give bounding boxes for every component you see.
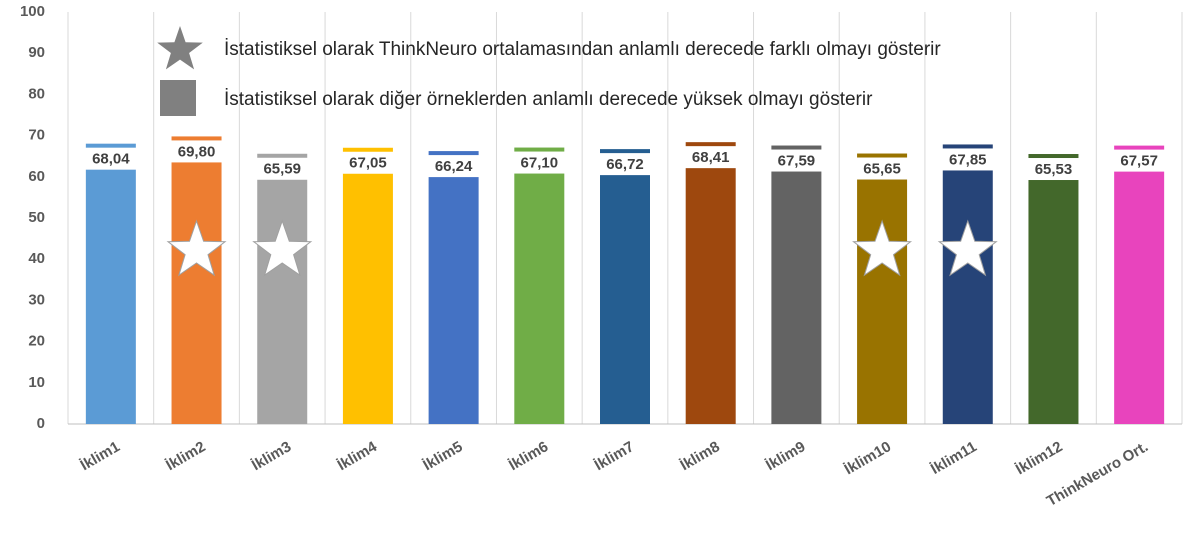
bar — [685, 142, 736, 424]
y-tick-label: 90 — [28, 44, 45, 61]
significance-star — [937, 219, 998, 277]
x-tick-label: İklim2 — [163, 438, 208, 474]
y-tick-label: 60 — [28, 168, 45, 185]
bar — [171, 136, 222, 424]
bar — [1028, 154, 1079, 424]
x-tick-label: İklim11 — [928, 438, 980, 478]
y-tick-label: 20 — [28, 333, 45, 350]
value-label: 67,57 — [1120, 153, 1158, 170]
value-label-box — [83, 147, 138, 170]
value-label-box — [940, 148, 995, 171]
significance-star — [852, 219, 913, 277]
value-label-box — [683, 146, 738, 169]
x-tick-label: İklim10 — [842, 438, 895, 478]
value-label: 67,05 — [349, 155, 387, 172]
value-label-box — [512, 151, 567, 174]
bar — [514, 147, 565, 424]
bar — [600, 149, 650, 425]
legend-label: İstatistiksel olarak ThinkNeuro ortalama… — [224, 39, 941, 60]
y-tick-label: 80 — [28, 85, 45, 102]
x-tick-label: İklim3 — [249, 438, 294, 474]
value-label: 67,85 — [949, 151, 987, 168]
x-tick-label: İklim7 — [592, 438, 637, 474]
value-label-box — [426, 155, 481, 178]
x-tick-label: İklim4 — [335, 438, 381, 474]
bar — [857, 153, 908, 424]
legend-square — [160, 80, 196, 116]
y-tick-label: 10 — [28, 374, 45, 391]
value-label: 67,10 — [521, 155, 559, 172]
value-label-box — [169, 140, 224, 163]
significance-star — [166, 219, 227, 277]
significance-star — [252, 219, 313, 277]
legend-label: İstatistiksel olarak diğer örneklerden a… — [224, 89, 873, 110]
bar — [1114, 145, 1165, 424]
value-label: 65,59 — [263, 161, 301, 178]
x-tick-label: İklim5 — [420, 438, 465, 474]
value-label-box — [598, 153, 652, 176]
bar — [942, 144, 993, 424]
x-tick-label: İklim8 — [677, 438, 722, 474]
legend-star — [157, 26, 203, 70]
y-tick-label: 70 — [28, 127, 45, 144]
value-label: 65,65 — [863, 160, 901, 177]
bar — [257, 153, 308, 424]
value-label-box — [1026, 158, 1081, 181]
x-tick-label: İklim6 — [506, 438, 551, 474]
value-label-box — [340, 151, 395, 174]
value-label: 66,72 — [606, 156, 644, 173]
x-tick-label: İklim12 — [1013, 438, 1066, 478]
x-tick-label: İklim9 — [763, 438, 808, 474]
value-label: 68,04 — [92, 151, 130, 168]
bar — [85, 143, 136, 424]
x-tick-label: İklim1 — [77, 438, 122, 474]
value-label: 65,53 — [1035, 161, 1073, 178]
value-label-box — [769, 149, 824, 172]
value-label-box — [255, 157, 310, 180]
y-tick-label: 30 — [28, 291, 45, 308]
y-tick-label: 0 — [37, 415, 45, 432]
value-label: 67,59 — [778, 152, 816, 169]
bar — [771, 145, 822, 424]
value-label: 66,24 — [435, 158, 473, 175]
y-tick-label: 40 — [28, 250, 45, 267]
value-label-box — [1112, 149, 1167, 172]
bar — [342, 147, 393, 424]
value-label: 69,80 — [178, 143, 216, 160]
y-tick-label: 50 — [28, 209, 45, 226]
value-label: 68,41 — [692, 149, 730, 166]
y-tick-label: 100 — [20, 3, 45, 20]
value-label-box — [855, 157, 910, 180]
bar — [428, 151, 479, 425]
